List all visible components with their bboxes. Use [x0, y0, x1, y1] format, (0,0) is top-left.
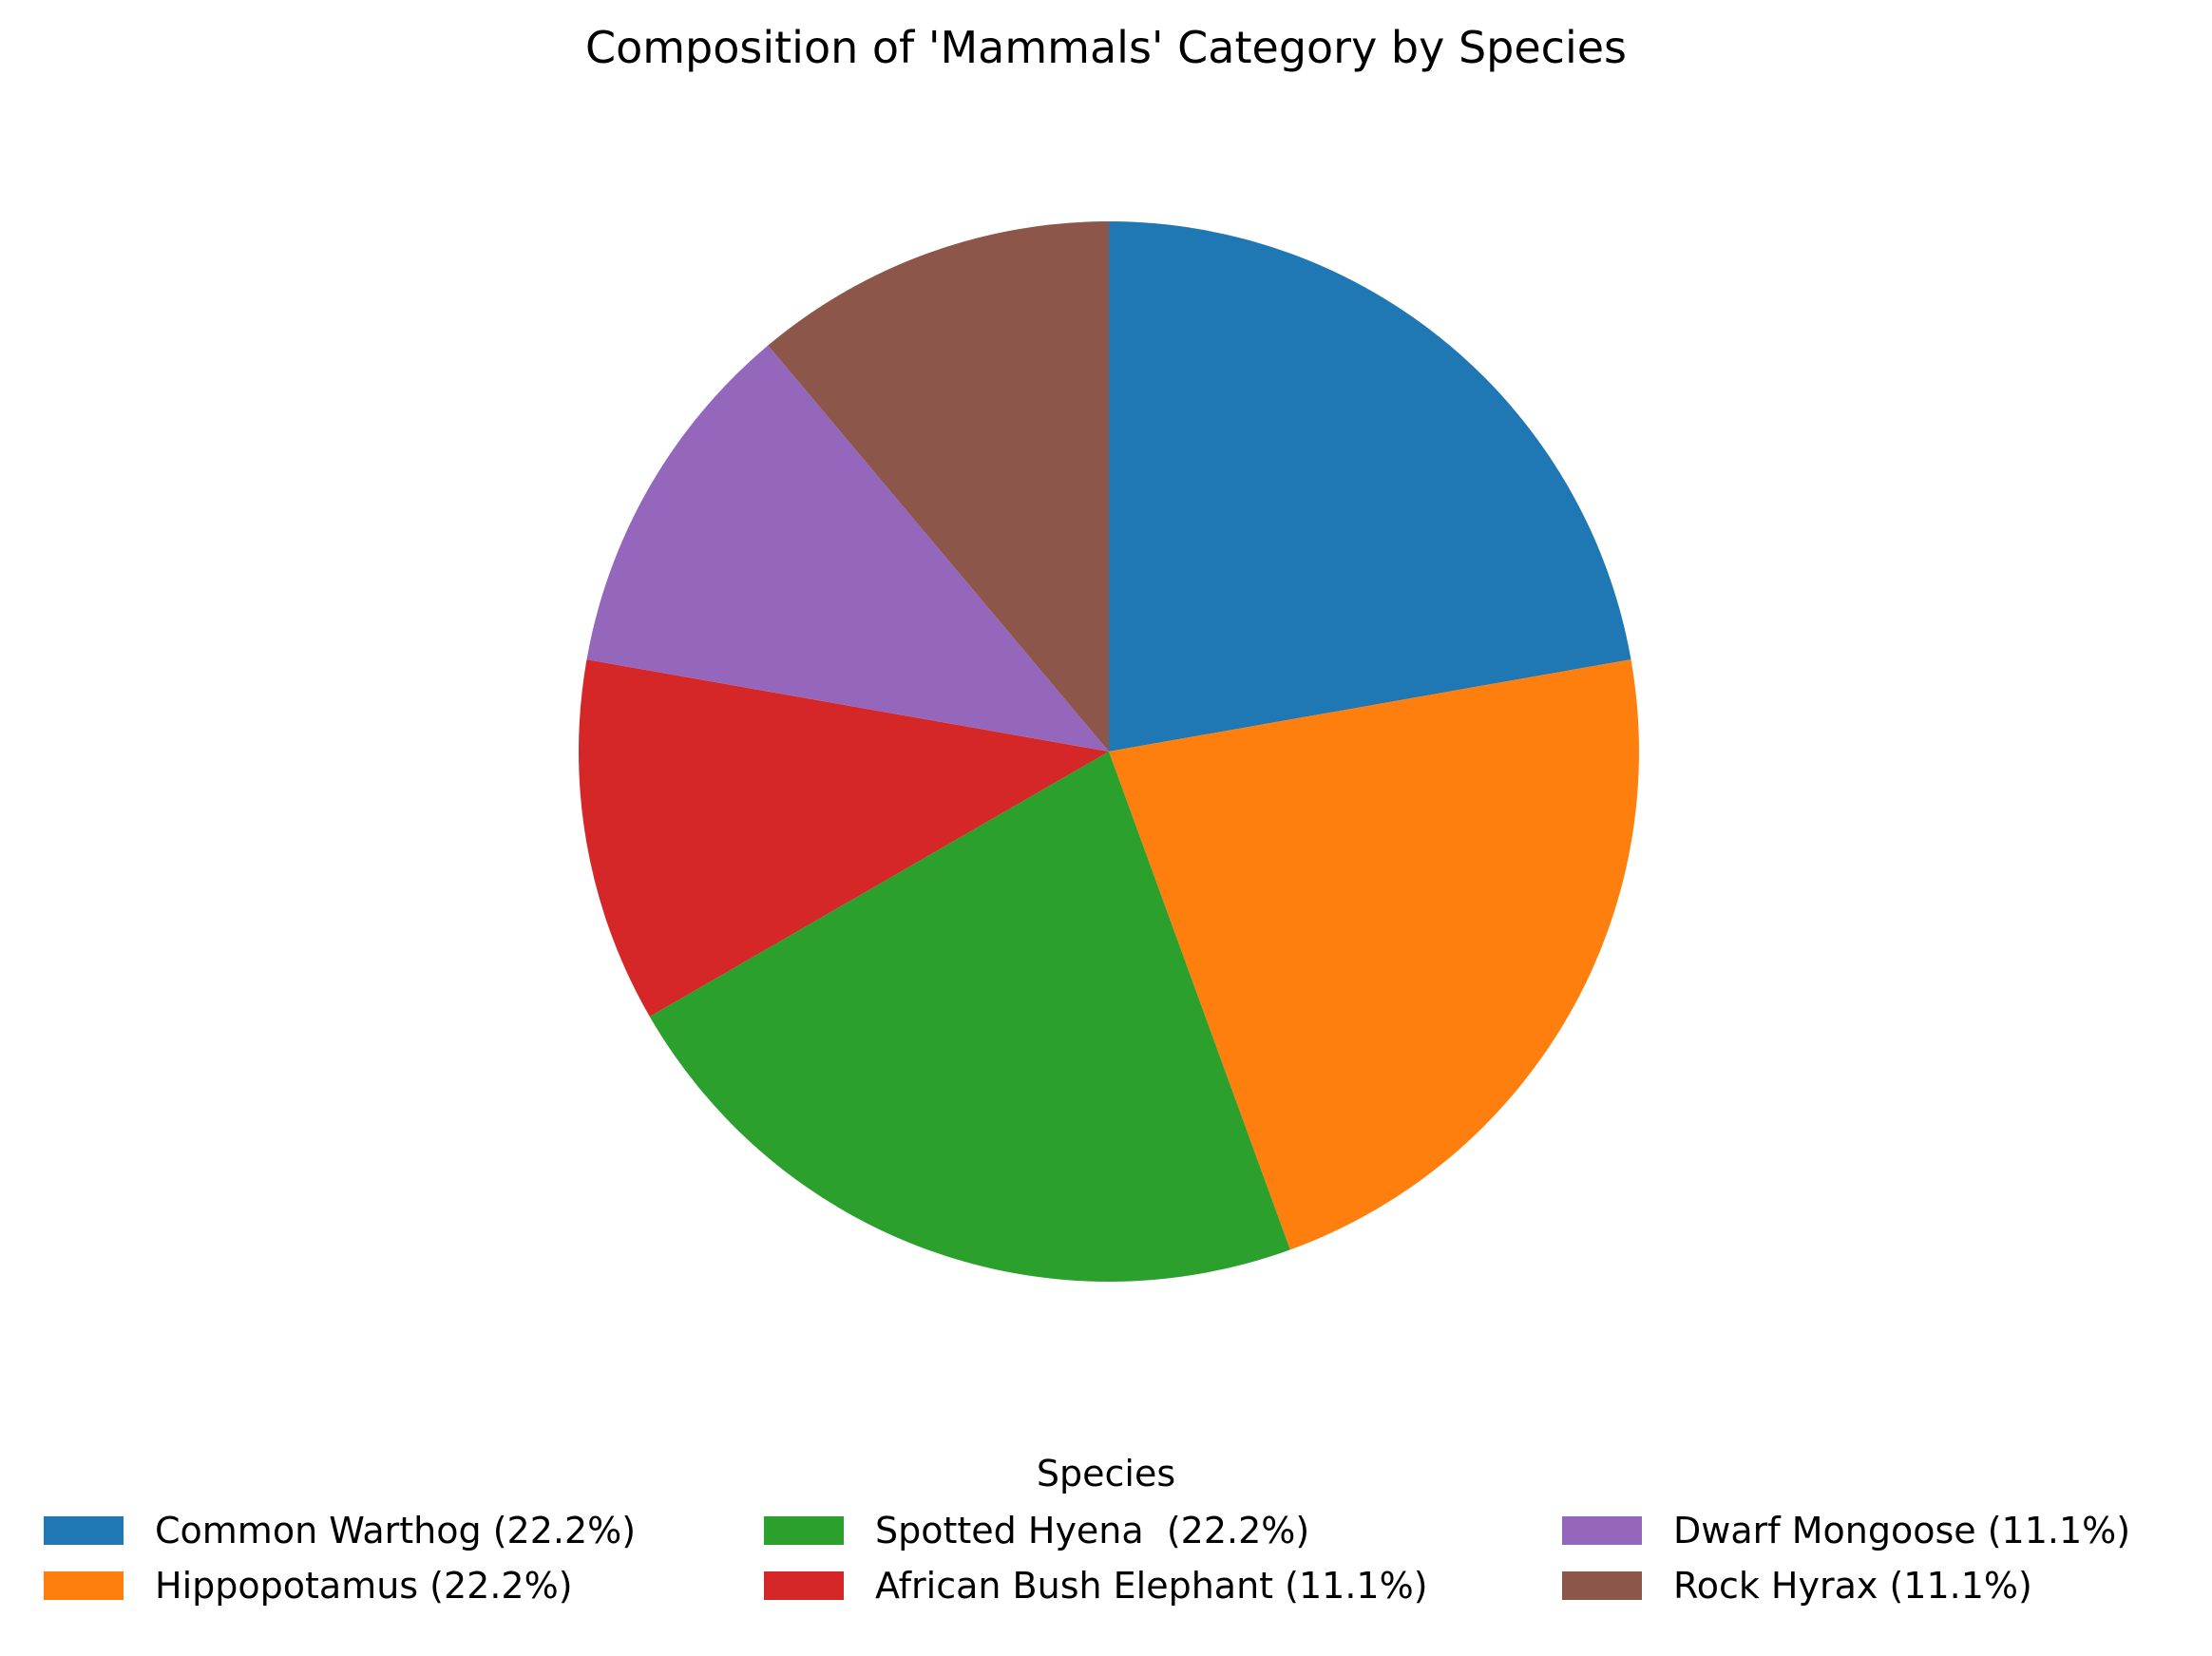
legend-swatch — [44, 1516, 124, 1545]
legend-item-hippopotamus: Hippopotamus (22.2%) — [44, 1561, 573, 1610]
legend-swatch — [764, 1516, 844, 1545]
pie-slice-spotted-hyena — [649, 752, 1290, 1282]
pie-slice-african-bush-elephant — [579, 659, 1109, 1017]
legend-item-spotted-hyena: Spotted Hyena (22.2%) — [764, 1506, 1309, 1555]
legend-swatch — [764, 1571, 844, 1600]
chart-title: Composition of 'Mammals' Category by Spe… — [584, 22, 1628, 73]
pie-slice-rock-hyrax — [768, 221, 1109, 752]
pie-slice-common-warthog — [1109, 221, 1631, 752]
pie-slice-dwarf-mongoose — [586, 345, 1109, 752]
legend-item-common-warthog: Common Warthog (22.2%) — [44, 1506, 636, 1555]
legend-label: Hippopotamus (22.2%) — [155, 1565, 573, 1607]
legend-swatch — [1562, 1571, 1642, 1600]
legend-swatch — [44, 1571, 124, 1600]
legend-item-african-bush-elephant: African Bush Elephant (11.1%) — [764, 1561, 1428, 1610]
pie-slice-hippopotamus — [1109, 659, 1639, 1250]
legend-label: Dwarf Mongoose (11.1%) — [1673, 1510, 2131, 1551]
legend: Species Common Warthog (22.2%) Hippopota… — [0, 1449, 2212, 1639]
legend-label: Rock Hyrax (11.1%) — [1673, 1565, 2032, 1607]
legend-item-dwarf-mongoose: Dwarf Mongoose (11.1%) — [1562, 1506, 2130, 1555]
legend-label: Spotted Hyena (22.2%) — [875, 1510, 1310, 1551]
pie-slices — [579, 221, 1639, 1282]
legend-label: Common Warthog (22.2%) — [155, 1510, 637, 1551]
legend-swatch — [1562, 1516, 1642, 1545]
legend-title: Species — [1036, 1453, 1176, 1494]
legend-label: African Bush Elephant (11.1%) — [875, 1565, 1428, 1607]
legend-item-rock-hyrax: Rock Hyrax (11.1%) — [1562, 1561, 2032, 1610]
